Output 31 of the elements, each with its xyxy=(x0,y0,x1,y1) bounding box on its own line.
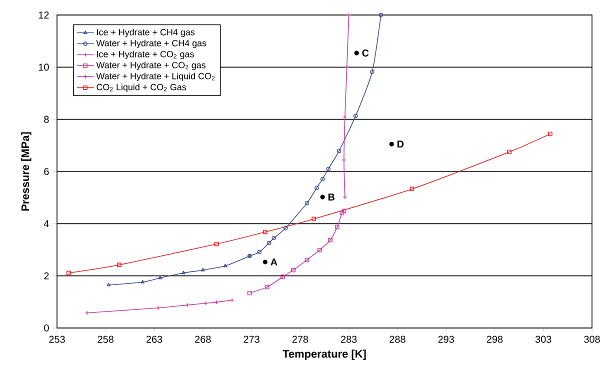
x-axis-title: Temperature [K] xyxy=(282,350,366,360)
x-tick-label: 298 xyxy=(486,336,503,343)
x-tick-label: 288 xyxy=(390,336,406,343)
annotation: B xyxy=(328,194,334,200)
y-tick-label: 10 xyxy=(38,64,49,71)
x-tick-label: 293 xyxy=(438,336,454,343)
annotation: A xyxy=(270,258,278,266)
legend-label: CO$_{2}$ Liquid + CO$_{2}$ Gas xyxy=(96,84,186,92)
x-tick-label: 283 xyxy=(341,336,357,343)
y-tick-label: 2 xyxy=(44,272,49,280)
y-tick-label: 12 xyxy=(38,12,49,18)
y-tick-label: 6 xyxy=(44,168,49,176)
x-tick-label: 268 xyxy=(195,336,211,343)
legend-label: Ice + Hydrate + CO$_{2}$ gas xyxy=(97,50,194,60)
x-tick-label: 308 xyxy=(584,336,600,343)
x-tick-label: 258 xyxy=(98,336,114,343)
annotation: D xyxy=(397,140,404,148)
x-tick-label: 263 xyxy=(146,336,162,343)
y-tick-label: 0 xyxy=(44,324,49,332)
legend-label: Water + Hydrate + Liquid CO$_{2}$ xyxy=(96,72,215,82)
x-tick-label: 273 xyxy=(244,336,260,343)
x-tick-label: 303 xyxy=(535,336,552,343)
y-tick-label: 8 xyxy=(44,116,49,123)
annotation: C xyxy=(362,50,369,57)
y-tick-label: 4 xyxy=(44,220,49,228)
legend-label: Water + Hydrate + CH4 gas xyxy=(96,40,206,48)
x-tick-label: 253 xyxy=(49,336,65,343)
y-axis-title: Pressure [MPa] xyxy=(21,132,32,211)
legend-label: Water + Hydrate + CO$_{2}$ gas xyxy=(96,62,206,70)
x-tick-label: 278 xyxy=(292,336,308,343)
legend-label: Ice + Hydrate + CH4 gas xyxy=(97,28,195,38)
